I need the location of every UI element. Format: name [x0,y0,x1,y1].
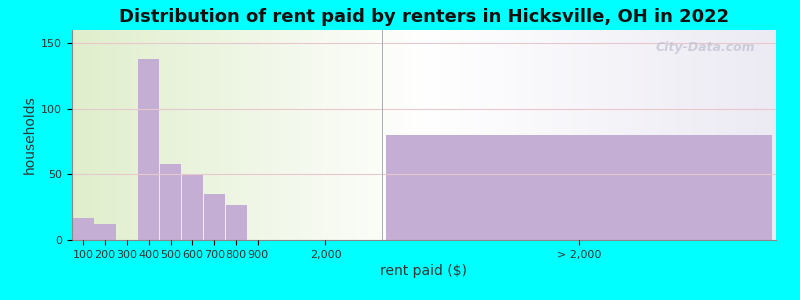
Bar [226,205,247,240]
Bar [160,164,182,240]
X-axis label: rent paid ($): rent paid ($) [381,264,467,278]
Title: Distribution of rent paid by renters in Hicksville, OH in 2022: Distribution of rent paid by renters in … [119,8,729,26]
Bar [72,218,94,240]
Bar [386,135,772,240]
Text: City-Data.com: City-Data.com [655,40,755,53]
Bar [204,194,225,240]
Y-axis label: households: households [23,96,37,174]
Bar [94,224,115,240]
Bar [182,174,203,240]
Bar [138,59,159,240]
